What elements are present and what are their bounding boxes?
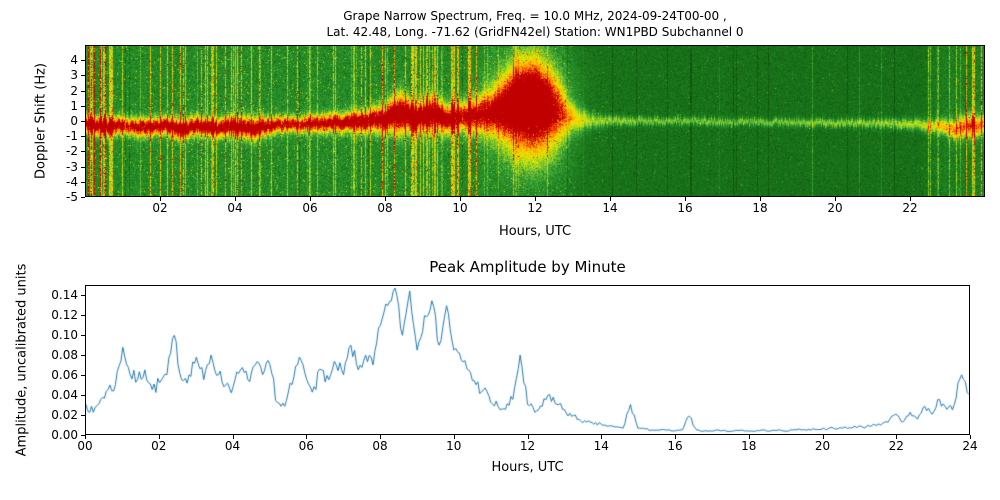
spectrogram-y-tick-label: -3 <box>66 159 78 174</box>
amplitude-axes <box>85 285 970 435</box>
amplitude-x-tick-label: 16 <box>667 439 683 453</box>
amplitude-y-tick-label: 0.00 <box>51 428 78 442</box>
spectrogram-title-line2: Lat. 42.48, Long. -71.62 (GridFN42el) St… <box>326 25 744 39</box>
amplitude-x-tick <box>675 435 676 439</box>
spectrogram-y-tick-label: -1 <box>66 129 78 144</box>
spectrogram-y-tick <box>81 166 85 168</box>
amplitude-x-tick-label: 08 <box>372 439 388 453</box>
spectrogram-y-tick <box>81 151 85 153</box>
spectrogram-x-tick-label: 22 <box>902 201 918 215</box>
amplitude-y-tick-label: 0.04 <box>51 388 78 402</box>
spectrogram-y-tick <box>81 136 85 138</box>
spectrogram-x-tick <box>610 197 611 201</box>
amplitude-x-tick <box>232 435 234 439</box>
amplitude-y-tick <box>81 415 85 416</box>
amplitude-y-tick-label: 0.14 <box>51 288 78 302</box>
amplitude-x-tick-label: 06 <box>298 439 314 453</box>
amplitude-chart-title: Peak Amplitude by Minute <box>429 258 626 276</box>
spectrogram-x-tick <box>535 197 536 201</box>
spectrogram-y-tick-label: 2 <box>70 83 78 98</box>
spectrogram-x-tick <box>310 197 311 201</box>
amplitude-x-tick <box>380 435 381 439</box>
spectrogram-x-tick <box>460 197 461 201</box>
amplitude-x-tick <box>85 435 86 439</box>
spectrogram-y-tick <box>81 181 85 183</box>
spectrogram-x-tick-label: 06 <box>302 201 318 215</box>
spectrogram-x-tick <box>235 197 236 201</box>
amplitude-y-tick-label: 0.12 <box>51 308 78 322</box>
spectrogram-y-tick <box>81 121 85 122</box>
spectrogram-x-axis-label: Hours, UTC <box>498 224 572 239</box>
spectrogram-y-tick-label: 4 <box>70 53 78 68</box>
spectrogram-x-tick-label: 04 <box>227 201 243 215</box>
amplitude-x-tick-label: 10 <box>446 439 462 453</box>
spectrogram-x-tick-label: 18 <box>752 201 768 215</box>
amplitude-x-tick-label: 04 <box>224 439 241 453</box>
spectrogram-y-tick-label: -2 <box>66 144 78 159</box>
amplitude-x-tick <box>822 435 824 439</box>
amplitude-y-tick <box>81 295 85 296</box>
amplitude-x-tick-label: 12 <box>519 439 536 453</box>
spectrogram-x-tick-label: 10 <box>452 201 468 215</box>
amplitude-x-tick-label: 14 <box>593 439 609 453</box>
spectrogram-x-tick <box>685 197 686 201</box>
amplitude-x-tick <box>306 435 308 439</box>
spectrogram-x-tick-label: 20 <box>827 201 843 215</box>
amplitude-x-tick-label: 18 <box>741 439 757 453</box>
spectrogram-y-tick-label: 1 <box>70 98 78 113</box>
spectrogram-x-tick <box>385 197 386 201</box>
amplitude-x-tick-label: 02 <box>151 439 167 453</box>
spectrogram-x-tick-label: 02 <box>152 201 168 215</box>
amplitude-x-tick <box>748 435 750 439</box>
amplitude-y-tick <box>81 375 85 376</box>
amplitude-y-tick <box>81 395 85 396</box>
amplitude-x-tick-label: 00 <box>77 439 93 453</box>
spectrogram-y-tick <box>81 197 85 198</box>
spectrogram-y-tick-label: 3 <box>70 68 78 83</box>
spectrogram-y-tick <box>81 90 85 92</box>
amplitude-y-tick <box>81 355 85 356</box>
amplitude-x-tick <box>158 435 160 439</box>
spectrogram-y-tick-label: -4 <box>66 174 78 189</box>
spectrogram-y-tick-label: 0 <box>70 114 78 128</box>
spectrogram-image <box>86 46 984 196</box>
spectrogram-x-tick <box>160 197 161 201</box>
amplitude-y-tick <box>81 435 85 436</box>
spectrogram-x-tick-label: 08 <box>377 201 393 215</box>
spectrogram-y-tick-label: -5 <box>66 190 78 204</box>
spectrogram-x-tick-label: 12 <box>527 201 543 215</box>
spectrogram-y-tick <box>81 75 85 77</box>
amplitude-x-axis-label: Hours, UTC <box>491 460 564 475</box>
amplitude-y-tick <box>81 315 85 316</box>
amplitude-y-tick-label: 0.10 <box>51 328 78 342</box>
spectrogram-x-tick <box>760 197 761 201</box>
amplitude-line-plot <box>86 286 969 434</box>
amplitude-x-tick-label: 20 <box>814 439 831 453</box>
amplitude-x-tick <box>527 435 529 439</box>
amplitude-x-tick-label: 22 <box>888 439 904 453</box>
spectrogram-title-line1: Grape Narrow Spectrum, Freq. = 10.0 MHz,… <box>343 9 727 23</box>
amplitude-x-tick <box>896 435 898 439</box>
spectrogram-axes <box>85 45 985 197</box>
amplitude-y-tick-label: 0.08 <box>51 348 78 362</box>
amplitude-y-tick-label: 0.02 <box>51 408 78 422</box>
amplitude-x-tick-label: 24 <box>962 439 978 453</box>
spectrogram-y-tick <box>81 105 85 107</box>
amplitude-y-axis-label: Amplitude, uncalibrated units <box>14 263 30 457</box>
spectrogram-x-tick <box>835 197 836 201</box>
amplitude-y-tick-label: 0.06 <box>51 368 78 382</box>
spectrogram-x-tick-label: 14 <box>602 201 618 215</box>
spectrogram-y-tick <box>81 60 85 62</box>
spectrogram-x-tick <box>910 197 911 201</box>
amplitude-y-tick <box>81 335 85 336</box>
amplitude-x-tick <box>970 435 971 439</box>
spectrogram-x-tick-label: 16 <box>677 201 693 215</box>
amplitude-x-tick <box>453 435 455 439</box>
amplitude-x-tick <box>601 435 603 439</box>
